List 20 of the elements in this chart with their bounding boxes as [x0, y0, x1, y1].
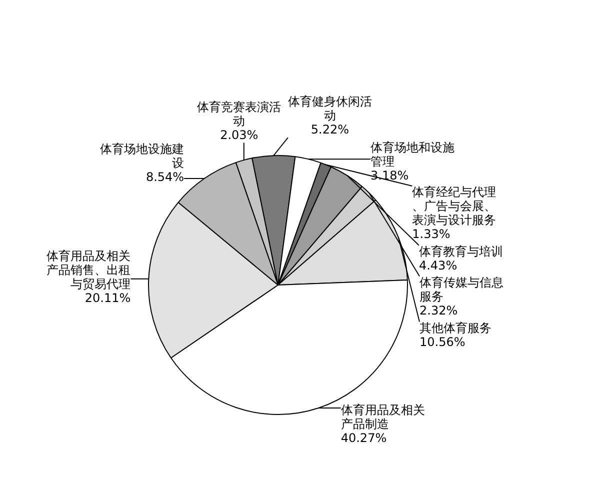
slice-label: 体育健身休闲活动: [288, 94, 372, 123]
slice-label: 体育经纪与代理、广告与会展、表演与设计服务: [412, 185, 496, 228]
data-label: 3.18%: [370, 168, 409, 183]
data-label: 2.03%: [220, 128, 258, 142]
slice-label: 其他体育服务: [420, 320, 492, 335]
data-label: 10.56%: [420, 334, 466, 349]
data-label: 40.27%: [340, 431, 387, 446]
slice-label: 体育传媒与信息服务: [420, 275, 504, 304]
data-label: 5.22%: [310, 122, 350, 137]
slice-label: 体育用品及相关产品销售、出租与贸易代理: [46, 249, 131, 292]
slice-label: 体育用品及相关产品制造: [340, 403, 425, 432]
data-label: 4.43%: [418, 258, 458, 273]
data-label: 8.54%: [146, 170, 184, 184]
slice-label: 体育场地设施建设: [100, 142, 184, 170]
slice-label: 体育场地和设施管理: [370, 140, 454, 169]
slice-label: 体育竞赛表演活动: [197, 100, 282, 128]
data-label: 2.32%: [420, 303, 458, 318]
slice-label: 体育教育与培训: [418, 244, 503, 259]
data-label: 20.11%: [84, 291, 131, 306]
data-label: 1.33%: [412, 227, 450, 242]
